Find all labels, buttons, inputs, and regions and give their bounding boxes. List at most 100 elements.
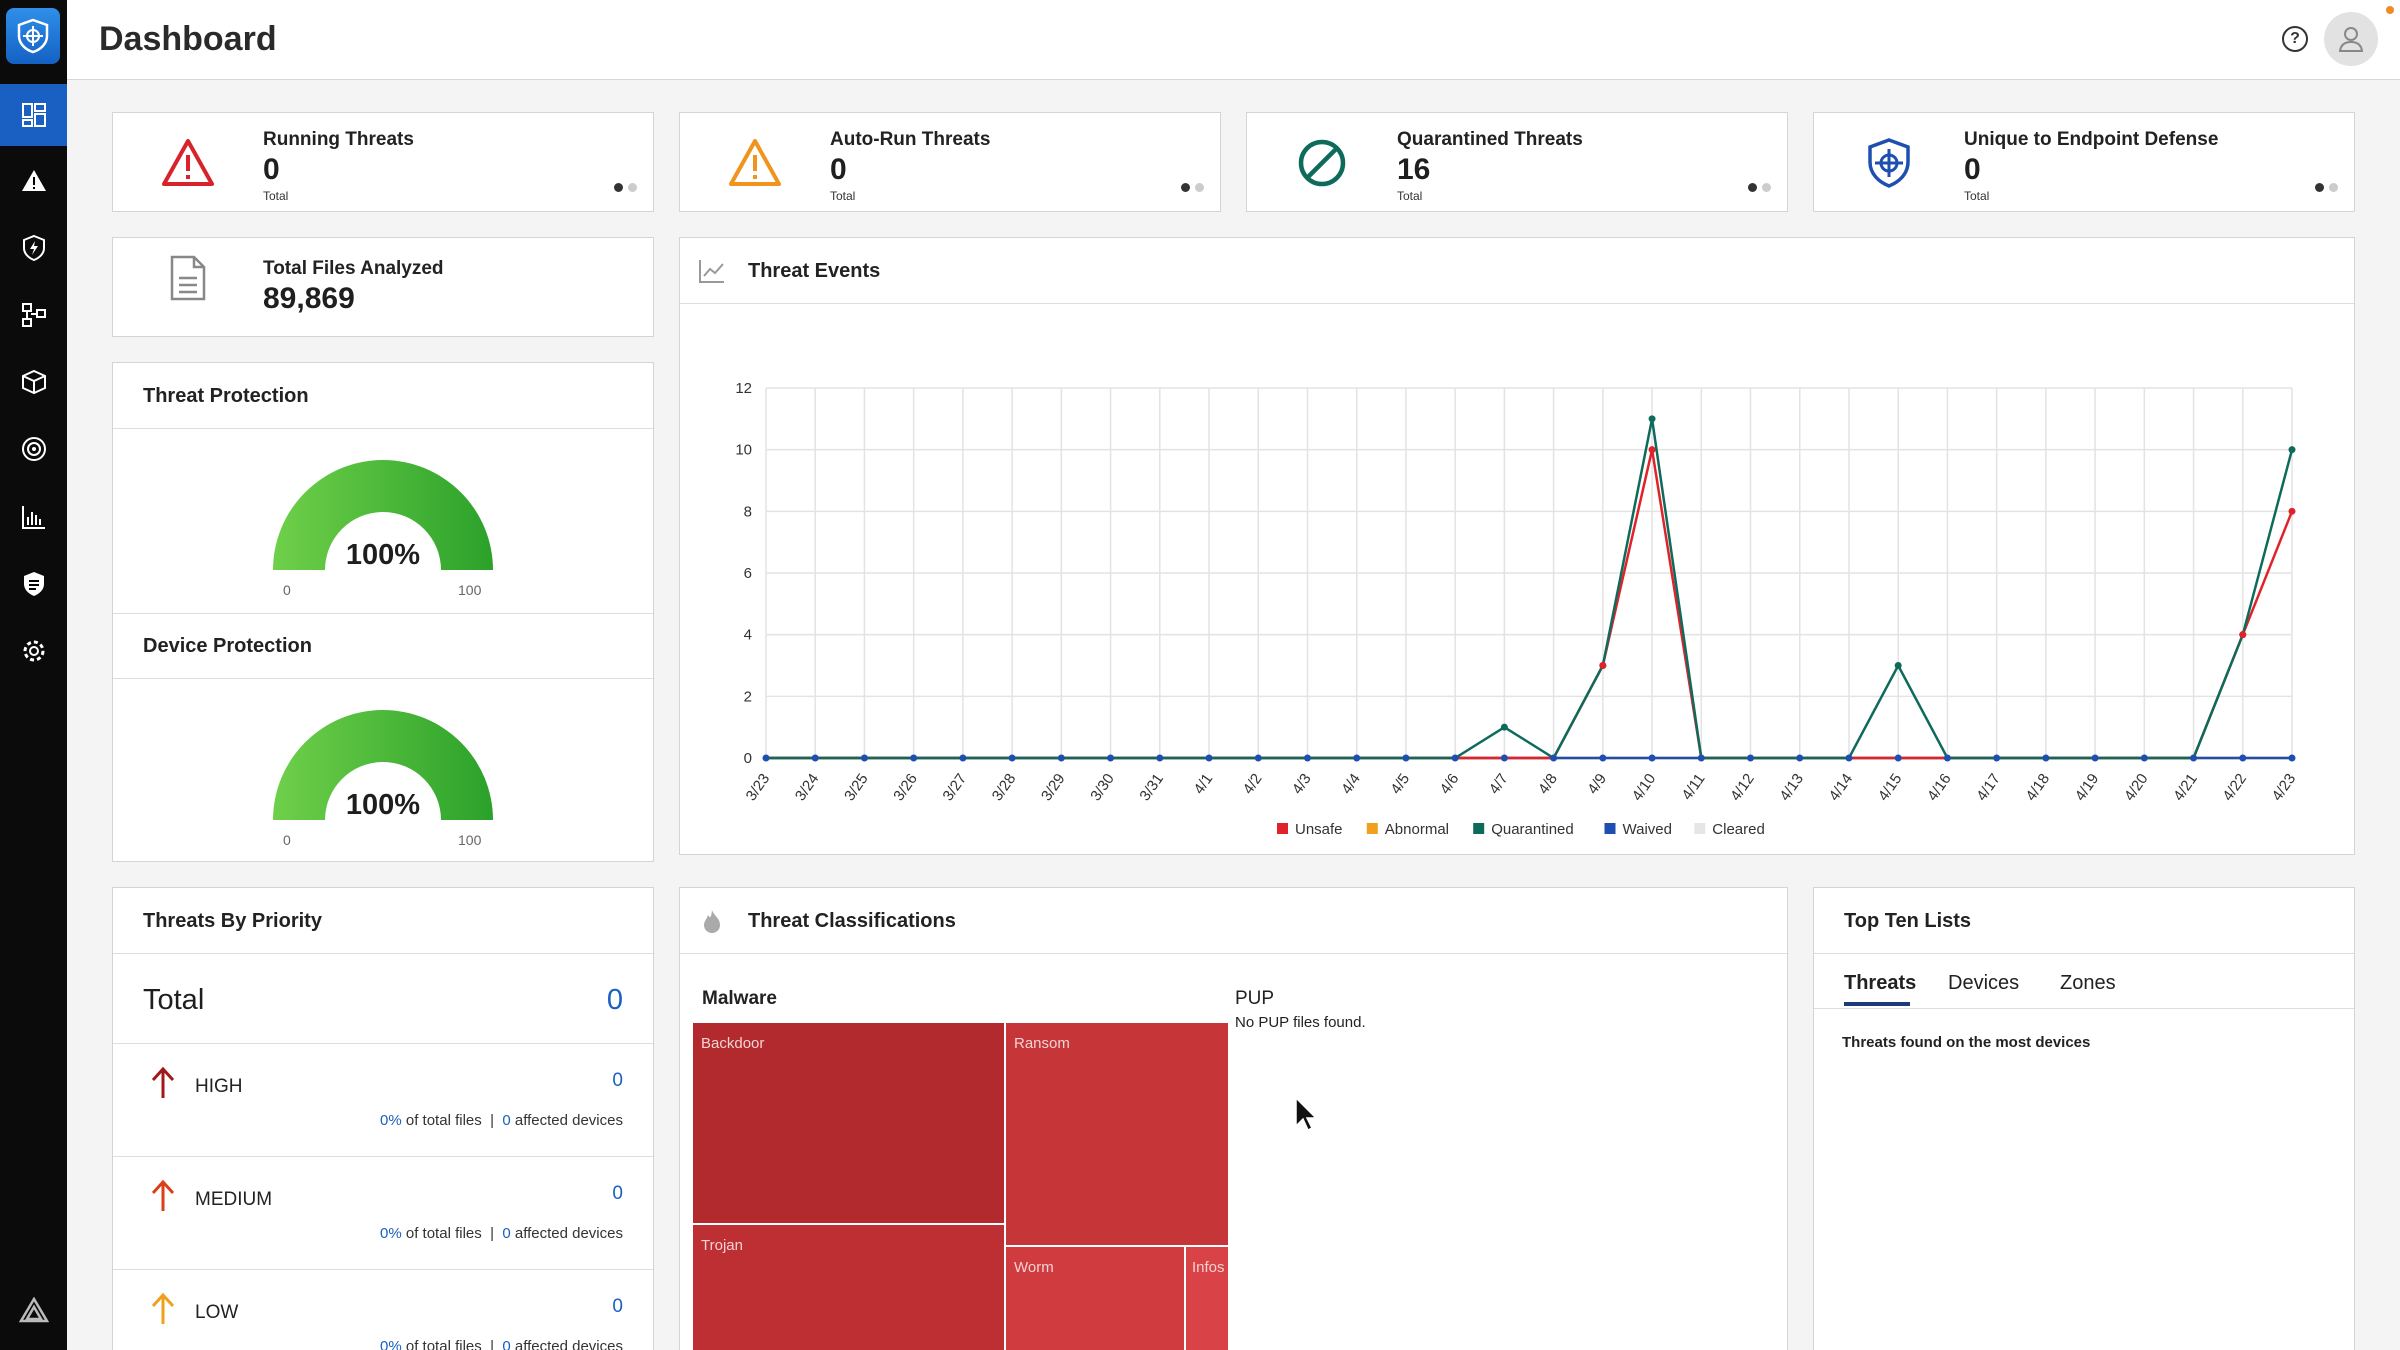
- stat-value: 16: [1397, 153, 1431, 186]
- y-tick-label: 6: [744, 565, 752, 582]
- top-ten-description: Threats found on the most devices: [1842, 1034, 2091, 1051]
- y-tick-label: 12: [735, 380, 752, 397]
- alerts-icon[interactable]: [0, 150, 67, 212]
- shield-logo-icon[interactable]: [6, 8, 60, 64]
- tab-threats[interactable]: Threats: [1844, 972, 1917, 994]
- stat-card-unique[interactable]: Unique to Endpoint Defense 0 Total: [1813, 112, 2355, 212]
- legend-item: Cleared: [1712, 821, 1765, 838]
- device-protection-title: Device Protection: [143, 635, 312, 657]
- tab-zones[interactable]: Zones: [2060, 972, 2116, 994]
- files-value: 89,869: [263, 282, 355, 315]
- legend-item: Quarantined: [1491, 821, 1574, 838]
- threat-protection-head: Threat Protection: [113, 363, 653, 429]
- x-tick-label: 4/23: [2269, 771, 2300, 805]
- priority-total-value[interactable]: 0: [606, 984, 623, 1016]
- stat-sub: Total: [830, 189, 856, 203]
- data-point-waived: [1008, 754, 1016, 762]
- series-line-quarantined: [766, 418, 2294, 760]
- stat-card-quarantined[interactable]: Quarantined Threats 16 Total: [1246, 112, 1788, 212]
- treemap-tile-backdoor[interactable]: Backdoor: [692, 1022, 1005, 1224]
- settings-icon[interactable]: [0, 620, 67, 682]
- x-tick-label: 3/23: [743, 771, 774, 805]
- data-point-waived: [2091, 754, 2099, 762]
- card-pager[interactable]: [1748, 183, 1771, 192]
- shield-target-icon: [1868, 138, 1910, 188]
- priority-value[interactable]: 0: [612, 1183, 623, 1204]
- data-point-waived: [2288, 754, 2296, 762]
- help-icon[interactable]: ?: [2282, 26, 2308, 52]
- x-tick-label: 4/4: [1338, 771, 1364, 798]
- legend-swatch: [1277, 823, 1288, 834]
- dashboard-icon[interactable]: [0, 84, 67, 146]
- devices-icon[interactable]: [0, 284, 67, 346]
- data-point-waived: [1550, 754, 1558, 762]
- data-point-unsafe: [2288, 507, 2296, 515]
- y-tick-label: 2: [744, 688, 752, 705]
- device-protection-gauge: 100% 0 100: [263, 705, 503, 855]
- treemap-tile-worm[interactable]: Worm: [1005, 1246, 1185, 1350]
- policy-icon[interactable]: [0, 553, 67, 615]
- fire-icon: [704, 910, 720, 933]
- data-point-quarantined: [1500, 723, 1508, 731]
- treemap-tile-ransom[interactable]: Ransom: [1005, 1022, 1229, 1246]
- priority-meta: 0% of total files | 0 affected devices: [380, 1112, 623, 1129]
- package-icon[interactable]: [0, 351, 67, 413]
- threat-events-head: Threat Events: [680, 238, 2354, 304]
- x-tick-label: 3/29: [1038, 771, 1069, 805]
- y-tick-label: 4: [744, 627, 752, 644]
- legend-item: Unsafe: [1295, 821, 1343, 838]
- data-point-waived: [1402, 754, 1410, 762]
- priority-row-medium[interactable]: MEDIUM 0 0% of total files | 0 affected …: [113, 1157, 653, 1270]
- legend-item: Abnormal: [1385, 821, 1449, 838]
- priority-total-label: Total: [143, 984, 205, 1016]
- priority-row-low[interactable]: LOW 0 0% of total files | 0 affected dev…: [113, 1270, 653, 1350]
- files-title: Total Files Analyzed: [263, 258, 444, 279]
- x-tick-label: 4/12: [1727, 771, 1758, 805]
- x-tick-label: 4/8: [1535, 771, 1561, 798]
- reports-icon[interactable]: [0, 486, 67, 548]
- malware-label: Malware: [702, 988, 777, 1009]
- card-pager[interactable]: [1181, 183, 1204, 192]
- data-point-quarantined: [1648, 415, 1656, 423]
- gauge-max: 100: [458, 832, 482, 848]
- page-title: Dashboard: [99, 20, 277, 58]
- brand-mark-icon: [0, 1290, 67, 1330]
- data-point-waived: [1353, 754, 1361, 762]
- x-tick-label: 4/20: [2121, 771, 2152, 805]
- data-point-waived: [1697, 754, 1705, 762]
- stat-card-running[interactable]: Running Threats 0 Total: [112, 112, 654, 212]
- data-point-waived: [1205, 754, 1213, 762]
- data-point-waived: [1993, 754, 2001, 762]
- x-tick-label: 4/6: [1437, 771, 1463, 798]
- card-pager[interactable]: [2315, 183, 2338, 192]
- device-protection-value: 100%: [345, 789, 421, 821]
- shield-bolt-icon[interactable]: [0, 217, 67, 279]
- classifications-card: Threat Classifications Malware PUP No PU…: [679, 887, 1788, 1350]
- legend-item: Waived: [1623, 821, 1672, 838]
- card-pager[interactable]: [614, 183, 637, 192]
- data-point-waived: [1648, 754, 1656, 762]
- priority-meta: 0% of total files | 0 affected devices: [380, 1225, 623, 1242]
- threat-events-card: Threat Events 0 2 4 6 8 10 12 3/23 3/24 3/25 3/26 3…: [679, 237, 2355, 855]
- priority-value[interactable]: 0: [612, 1296, 623, 1317]
- treemap-tile-trojan[interactable]: Trojan: [692, 1224, 1005, 1350]
- treemap-tile-infos[interactable]: Infos: [1185, 1246, 1229, 1350]
- data-point-waived: [2190, 754, 2198, 762]
- mouse-cursor-icon: [1295, 1096, 1318, 1132]
- data-point-waived: [860, 754, 868, 762]
- legend-swatch: [1366, 823, 1378, 834]
- user-icon[interactable]: [2324, 12, 2378, 66]
- threat-events-title: Threat Events: [748, 260, 881, 282]
- data-point-waived: [1943, 754, 1951, 762]
- priority-label: HIGH: [195, 1076, 243, 1097]
- data-point-waived: [1107, 754, 1115, 762]
- priority-value[interactable]: 0: [612, 1070, 623, 1091]
- threat-events-chart[interactable]: 0 2 4 6 8 10 12 3/23 3/24 3/25 3/26 3/27 3/28 3/29 3/3…: [680, 306, 2352, 854]
- priority-row-high[interactable]: HIGH 0 0% of total files | 0 affected de…: [113, 1044, 653, 1157]
- stat-card-autorun[interactable]: Auto-Run Threats 0 Total: [679, 112, 1221, 212]
- arrow-up-icon: [151, 1292, 175, 1324]
- classifications-title: Threat Classifications: [748, 910, 956, 932]
- target-icon[interactable]: [0, 418, 67, 480]
- series-line-unsafe: [766, 449, 2294, 760]
- tab-devices[interactable]: Devices: [1948, 972, 2020, 994]
